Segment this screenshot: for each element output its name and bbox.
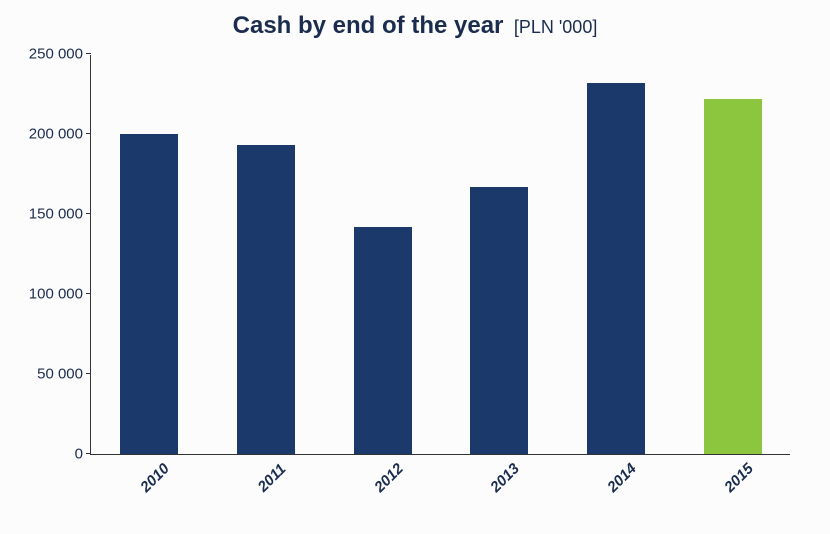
bar: [704, 99, 762, 454]
xtick-label: 2013: [488, 460, 524, 496]
ytick-label: 200 000: [29, 126, 83, 143]
chart-title: Cash by end of the year [PLN '000]: [0, 12, 830, 40]
bar: [354, 227, 412, 454]
plot-area: 050 000100 000150 000200 000250 00020102…: [90, 55, 790, 455]
ytick-mark: [86, 373, 91, 374]
cash-by-year-chart: Cash by end of the year [PLN '000] 050 0…: [0, 0, 830, 534]
bar: [120, 134, 178, 454]
xtick-label: 2010: [138, 460, 174, 496]
xtick-label: 2015: [721, 460, 757, 496]
bar: [470, 187, 528, 454]
ytick-label: 100 000: [29, 286, 83, 303]
ytick-mark: [86, 53, 91, 54]
bar: [237, 145, 295, 454]
ytick-mark: [86, 453, 91, 454]
ytick-mark: [86, 133, 91, 134]
ytick-mark: [86, 293, 91, 294]
ytick-label: 50 000: [37, 366, 83, 383]
chart-title-sub: [PLN '000]: [514, 17, 598, 37]
xtick-label: 2011: [255, 461, 290, 496]
chart-title-main: Cash by end of the year: [233, 12, 504, 39]
ytick-label: 150 000: [29, 206, 83, 223]
bar: [587, 83, 645, 454]
ytick-label: 0: [75, 446, 83, 463]
ytick-label: 250 000: [29, 46, 83, 63]
xtick-label: 2012: [371, 460, 407, 496]
ytick-mark: [86, 213, 91, 214]
xtick-label: 2014: [604, 460, 640, 496]
